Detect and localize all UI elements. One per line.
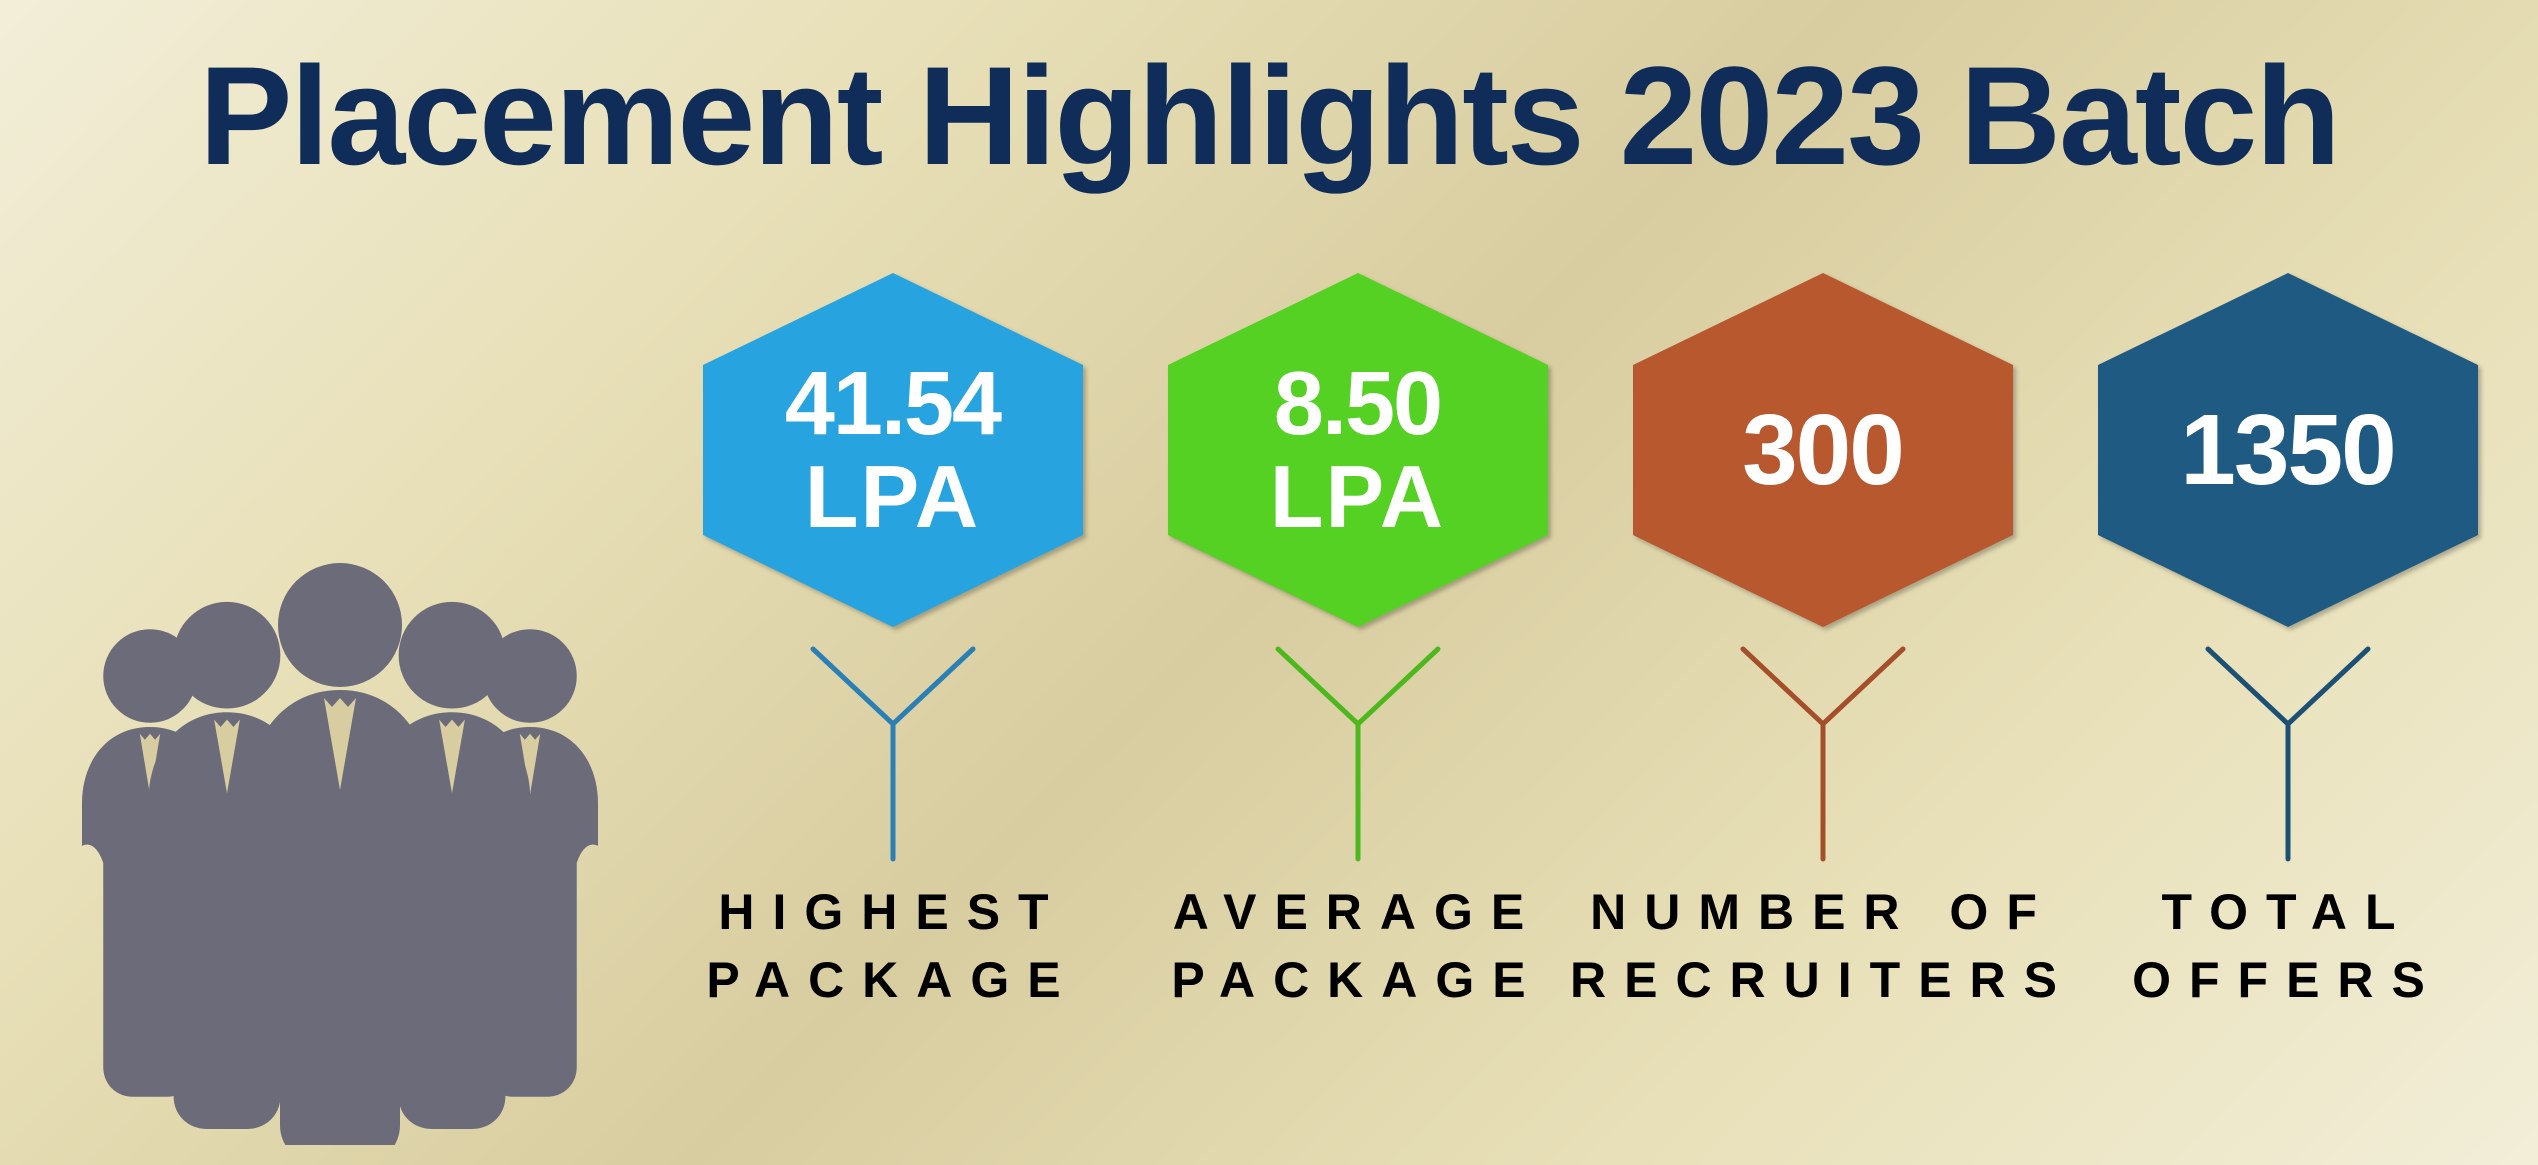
stat-total-offers: 1350 TOTAL OFFERS (2058, 265, 2518, 1014)
content-area: 41.54 LPA HIGHEST PACKAGE 8.50 LPA AVER (0, 265, 2538, 1165)
stat-value: 1350 (2180, 398, 2394, 503)
stat-value: 41.54 (785, 357, 1000, 452)
connector-icon (2188, 629, 2388, 869)
stats-row: 41.54 LPA HIGHEST PACKAGE 8.50 LPA AVER (660, 265, 2520, 1014)
stat-highest-package: 41.54 LPA HIGHEST PACKAGE (663, 265, 1123, 1014)
stat-label: AVERAGE PACKAGE (1171, 879, 1543, 1014)
stat-unit: LPA (805, 451, 980, 543)
hexagon-average: 8.50 LPA (1148, 265, 1568, 635)
stat-label: NUMBER OF RECRUITERS (1570, 879, 2075, 1014)
hexagon-text: 41.54 LPA (683, 265, 1103, 635)
connector-icon (793, 629, 993, 869)
hexagon-highest: 41.54 LPA (683, 265, 1103, 635)
stat-recruiters: 300 NUMBER OF RECRUITERS (1593, 265, 2053, 1014)
people-icon (30, 545, 650, 1145)
connector-icon (1258, 629, 1458, 869)
connector-icon (1723, 629, 1923, 869)
hexagon-text: 8.50 LPA (1148, 265, 1568, 635)
page-title: Placement Highlights 2023 Batch (0, 35, 2538, 197)
stat-unit: LPA (1270, 451, 1445, 543)
stat-average-package: 8.50 LPA AVERAGE PACKAGE (1128, 265, 1588, 1014)
hexagon-text: 1350 (2078, 265, 2498, 635)
hexagon-offers: 1350 (2078, 265, 2498, 635)
stat-label: TOTAL OFFERS (2132, 879, 2443, 1014)
stat-value: 300 (1742, 398, 1903, 503)
stat-value: 8.50 (1274, 357, 1441, 452)
hexagon-recruiters: 300 (1613, 265, 2033, 635)
hexagon-text: 300 (1613, 265, 2033, 635)
stat-label: HIGHEST PACKAGE (706, 879, 1078, 1014)
